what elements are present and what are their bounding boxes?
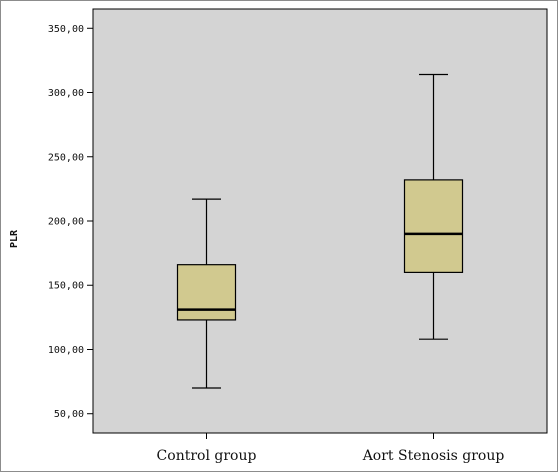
x-category-label: Control group [157,448,257,464]
box-control-group [176,198,237,389]
y-axis: 50,00 100,00 150,00 200,00 250,00 300,00 350,0… [48,24,93,420]
y-axis-title: PLR [9,229,20,248]
y-tick-label: 200,00 [48,217,84,228]
x-category-label: Aort Stenosis group [362,448,505,464]
x-axis: Control group Aort Stenosis group [157,433,505,464]
y-tick-label: 50,00 [54,409,84,420]
iqr-box [403,179,464,273]
y-tick-label: 150,00 [48,281,84,292]
box-series [176,73,464,389]
y-tick-label: 250,00 [48,152,84,163]
y-tick-label: 100,00 [48,345,84,356]
iqr-box [176,264,237,321]
plot-area [92,8,548,434]
y-tick-label: 350,00 [48,24,84,35]
box-aort-stenosis-group [403,73,464,340]
y-tick-label: 300,00 [48,88,84,99]
